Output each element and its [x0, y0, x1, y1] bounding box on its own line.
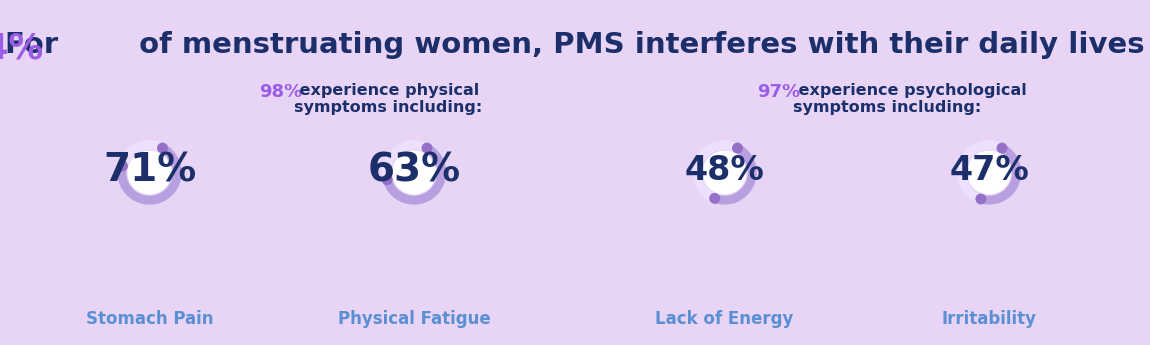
Text: 63%: 63% [368, 152, 460, 190]
Circle shape [997, 143, 1006, 153]
Wedge shape [713, 144, 757, 205]
Text: 48%: 48% [684, 155, 765, 187]
Text: 64%: 64% [0, 31, 44, 65]
Text: Irritability: Irritability [942, 310, 1036, 328]
Circle shape [422, 143, 431, 153]
Text: Lack of Energy: Lack of Energy [656, 310, 794, 328]
Circle shape [158, 143, 167, 153]
Circle shape [976, 194, 986, 204]
Circle shape [383, 175, 392, 185]
Text: experience psychological
symptoms including:: experience psychological symptoms includ… [793, 83, 1027, 115]
Wedge shape [117, 144, 182, 205]
Wedge shape [383, 144, 446, 205]
Text: Stomach Pain: Stomach Pain [86, 310, 213, 328]
Text: experience physical
symptoms including:: experience physical symptoms including: [294, 83, 483, 115]
Circle shape [393, 151, 435, 194]
Wedge shape [957, 140, 1021, 205]
Circle shape [129, 151, 170, 194]
Text: 71%: 71% [102, 152, 197, 190]
Circle shape [704, 151, 745, 194]
Circle shape [117, 161, 128, 171]
Wedge shape [382, 140, 446, 205]
Circle shape [733, 143, 742, 153]
Text: Physical Fatigue: Physical Fatigue [338, 310, 490, 328]
Text: 97%: 97% [757, 83, 800, 101]
Wedge shape [980, 144, 1021, 205]
Circle shape [710, 194, 720, 203]
Wedge shape [692, 140, 757, 205]
Text: For        of menstruating women, PMS interferes with their daily lives: For of menstruating women, PMS interfere… [6, 31, 1144, 59]
Text: 47%: 47% [949, 155, 1029, 187]
Wedge shape [117, 140, 182, 205]
Text: 98%: 98% [259, 83, 302, 101]
Circle shape [968, 151, 1010, 194]
